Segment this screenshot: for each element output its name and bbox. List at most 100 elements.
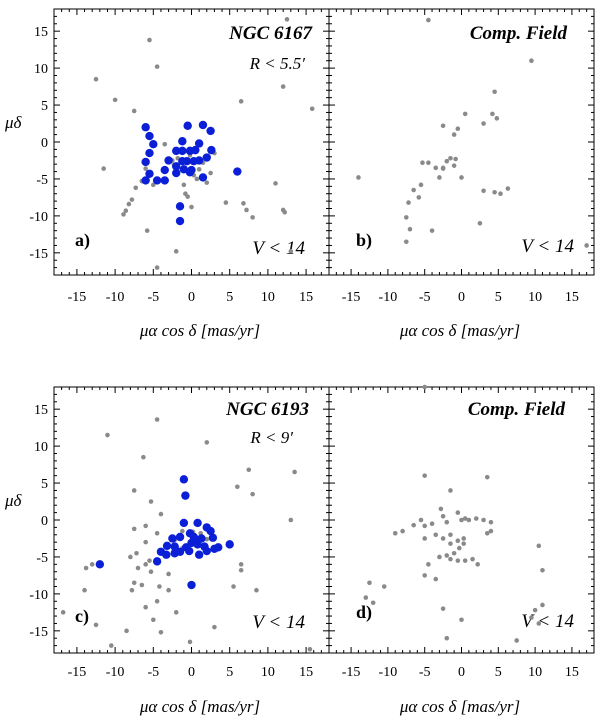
member-point [189, 532, 198, 542]
x-tick-label: 0 [458, 665, 465, 680]
field-point [473, 516, 479, 521]
member-point [162, 550, 171, 559]
field-point [204, 440, 210, 445]
field-point [189, 204, 194, 210]
field-point [462, 516, 468, 521]
member-point [168, 534, 177, 543]
field-point [139, 582, 145, 588]
member-point [152, 557, 162, 566]
member-point [202, 523, 211, 532]
field-point [440, 606, 446, 611]
x-tick-label: 5 [226, 290, 233, 305]
field-point [181, 182, 187, 188]
member-point [175, 532, 185, 542]
x-tick-label: -15 [68, 665, 87, 680]
member-point [185, 168, 195, 177]
field-point [444, 553, 450, 558]
field-point [532, 607, 538, 613]
field-point [282, 209, 287, 215]
field-point [403, 215, 409, 220]
field-point [83, 565, 89, 571]
field-point [356, 175, 361, 180]
field-point [180, 528, 185, 534]
y-tick-label: 0 [41, 514, 48, 529]
field-point [459, 175, 464, 180]
field-point [584, 243, 589, 248]
field-point [292, 469, 297, 475]
field-point [166, 571, 171, 577]
field-point [411, 187, 416, 193]
x-tick-label: 0 [188, 665, 195, 680]
x-tick-label: 5 [495, 290, 502, 305]
field-point [381, 584, 387, 589]
field-point [462, 558, 468, 563]
panel-d-mag-label: V < 14 [521, 611, 574, 632]
panel-d-field-points [363, 384, 545, 643]
member-point [194, 139, 204, 148]
x-tick-label: -5 [419, 665, 431, 680]
field-point [440, 166, 446, 171]
field-point [204, 180, 210, 185]
field-point [448, 532, 453, 538]
member-point [162, 541, 172, 551]
field-point [459, 617, 464, 623]
member-point [179, 475, 189, 484]
field-point [250, 491, 255, 497]
field-point [451, 163, 457, 168]
field-point [89, 562, 95, 567]
y-tick-label: -15 [29, 625, 48, 640]
field-point [238, 562, 244, 567]
field-point [185, 194, 190, 199]
member-point [198, 173, 208, 182]
member-point [170, 542, 179, 551]
field-point [492, 189, 497, 195]
field-point [173, 249, 179, 254]
field-point [433, 532, 439, 538]
field-point [488, 519, 494, 525]
panel-c-letter: c) [75, 606, 89, 627]
field-point [422, 536, 427, 541]
field-point [492, 89, 497, 95]
field-point [60, 610, 66, 615]
x-tick-label: 10 [261, 665, 275, 680]
field-point [484, 474, 490, 480]
y-tick-label: -10 [29, 588, 48, 603]
panel-d-ticks: -15 -10 -5 0 5 10 15 [328, 386, 595, 680]
field-point [254, 587, 259, 593]
x-tick-label: 5 [226, 665, 233, 680]
field-point [498, 191, 503, 197]
panel-d-letter: d) [356, 602, 372, 623]
panel-c-xlabel: μα cos δ [mas/yr] [139, 697, 260, 716]
y-tick-label: 5 [41, 477, 48, 492]
field-point [208, 170, 213, 176]
member-point [149, 140, 158, 149]
panel-a: NGC 6167 R < 5.5′ V < 14 a) μδ μα cos δ … [4, 8, 330, 340]
field-point [82, 587, 87, 593]
field-point [147, 37, 152, 43]
panel-c: NGC 6193 R < 9′ V < 14 c) μδ μα cos δ [m… [4, 386, 330, 716]
member-point [193, 518, 202, 528]
field-point [154, 265, 160, 270]
field-point [131, 580, 137, 586]
field-point [477, 220, 483, 226]
field-point [440, 514, 446, 519]
field-point [426, 160, 431, 165]
y-tick-label: -5 [36, 551, 48, 566]
field-point [246, 467, 252, 473]
member-point [198, 120, 208, 130]
panel-a-ticks: -15 -10 -5 0 5 10 15 15 10 5 0 -5 -10 -15 [29, 8, 330, 305]
field-point [148, 569, 154, 575]
member-point [172, 162, 181, 171]
field-point [158, 630, 164, 635]
field-point [244, 207, 249, 213]
member-point [178, 146, 187, 156]
member-point [191, 145, 200, 155]
field-point [131, 488, 137, 493]
member-point [145, 131, 154, 141]
member-point [194, 156, 204, 165]
field-point [453, 156, 458, 162]
field-point [455, 510, 461, 515]
field-point [462, 111, 468, 117]
field-point [204, 536, 210, 542]
